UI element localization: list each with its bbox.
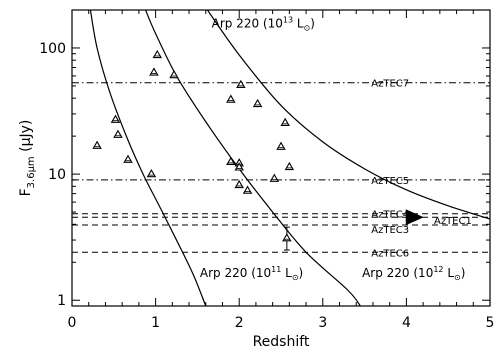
data-point xyxy=(242,185,253,194)
x-tick-label: 0 xyxy=(68,315,77,331)
annotations: AzTEC7 AzTEC5 AzTEC4 AzTEC1 AzTEC3 AzTEC6 Arp … xyxy=(200,16,472,282)
x-tick-label: 2 xyxy=(235,315,244,331)
data-point xyxy=(236,79,246,89)
data-point xyxy=(276,141,286,150)
sun-symbol: ⊙ xyxy=(454,273,461,282)
y-tick-label: 100 xyxy=(39,41,66,57)
y-tick-label: 10 xyxy=(48,167,66,183)
y-tick-label: 1 xyxy=(57,293,66,309)
aztec-label: AzTEC5 xyxy=(371,176,409,187)
arp220-track xyxy=(206,10,490,220)
arp220-track xyxy=(145,10,361,306)
x-axis-label: Redshift xyxy=(253,334,310,350)
data-point xyxy=(169,69,179,79)
x-tick-label: 4 xyxy=(402,315,411,331)
data-point xyxy=(146,168,157,178)
track-label: Arp 220 (1012 L⊙) xyxy=(362,265,465,282)
arp220-track xyxy=(89,10,207,306)
data-point xyxy=(152,49,163,59)
aztec-label: AzTEC3 xyxy=(371,225,409,236)
data-point xyxy=(149,67,159,76)
aztec-label: AzTEC6 xyxy=(371,248,409,259)
data-point xyxy=(280,117,290,126)
x-tick-label: 3 xyxy=(318,315,327,331)
sun-symbol: ⊙ xyxy=(304,24,311,33)
track-label: Arp 220 (1011 L⊙) xyxy=(200,265,303,282)
data-point xyxy=(123,154,133,163)
track-label: Arp 220 (1013 L⊙) xyxy=(212,16,315,33)
data-point xyxy=(269,173,280,182)
plot-frame xyxy=(71,9,491,307)
data-point xyxy=(282,233,292,242)
sun-symbol: ⊙ xyxy=(292,273,299,282)
data-point xyxy=(284,161,295,171)
aztec-label: AzTEC1 xyxy=(434,216,472,227)
aztec1-marker xyxy=(405,209,424,226)
x-tick-label: 1 xyxy=(151,315,160,331)
data-point xyxy=(226,94,236,103)
aztec-label: AzTEC7 xyxy=(371,79,409,90)
y-axis-label: F3.6μm (μJy) xyxy=(18,120,37,197)
x-tick-label: 5 xyxy=(486,315,495,331)
data-point xyxy=(234,179,244,189)
data-point xyxy=(252,98,263,108)
data-point xyxy=(113,129,123,138)
data-point xyxy=(92,140,102,149)
aztec-label: AzTEC4 xyxy=(371,210,409,221)
plot-area xyxy=(72,10,490,306)
